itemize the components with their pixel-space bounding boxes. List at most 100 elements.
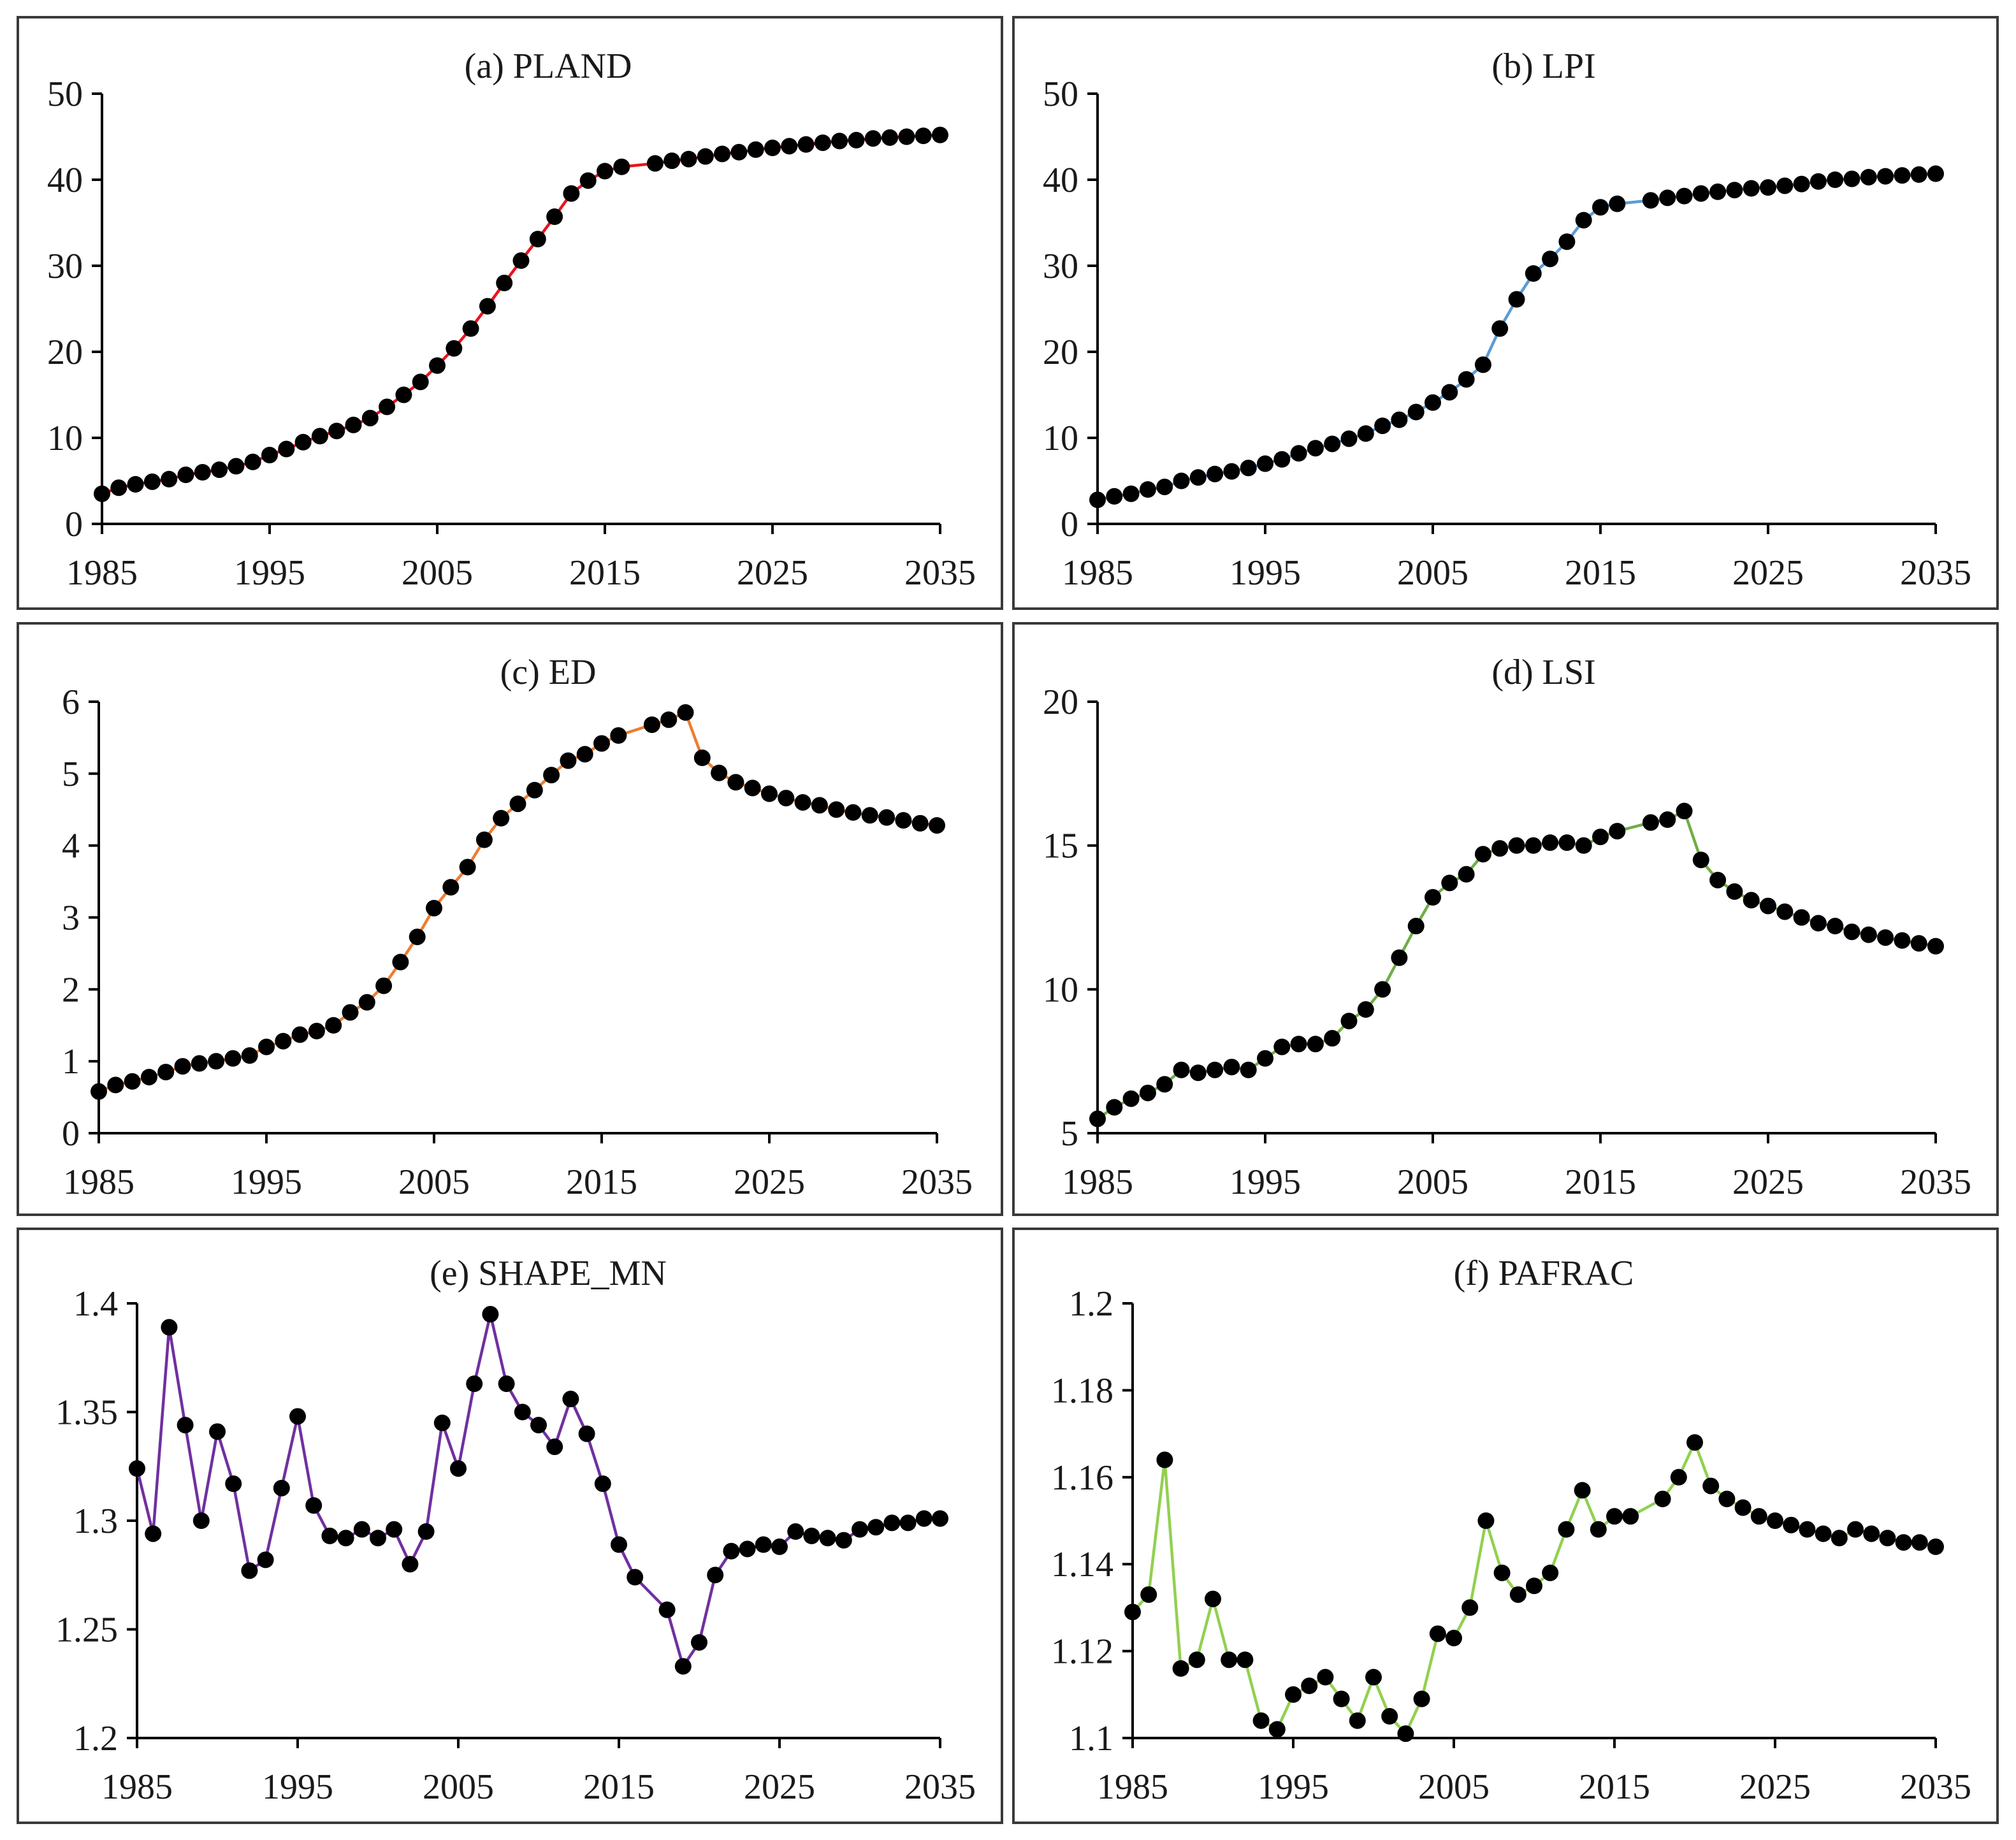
data-point <box>529 231 546 248</box>
data-point <box>392 953 409 971</box>
data-point <box>1205 1590 1221 1607</box>
data-point <box>1441 874 1458 892</box>
data-point <box>1879 1530 1896 1547</box>
data-point <box>294 433 312 451</box>
x-tick-label: 2015 <box>566 1163 637 1202</box>
data-point <box>1692 851 1709 869</box>
data-point <box>852 1521 868 1538</box>
data-point <box>1333 1690 1350 1707</box>
x-tick-label: 2025 <box>734 1163 805 1202</box>
data-point <box>328 423 345 440</box>
data-point <box>771 1538 788 1555</box>
data-point <box>1173 472 1190 489</box>
data-point <box>124 1073 141 1090</box>
data-point <box>475 831 493 848</box>
data-point <box>1793 909 1810 926</box>
data-point <box>594 1475 611 1493</box>
data-point <box>345 416 362 433</box>
data-point <box>1860 926 1877 943</box>
data-point <box>835 1532 852 1549</box>
data-point <box>412 373 429 391</box>
y-tick-label: 1.12 <box>1051 1632 1113 1672</box>
data-point <box>1659 811 1676 829</box>
data-point <box>714 145 731 163</box>
x-tick-label: 1985 <box>66 553 138 593</box>
data-point <box>1809 173 1827 190</box>
data-point <box>781 138 798 155</box>
data-point <box>831 133 848 150</box>
data-point <box>1189 469 1207 486</box>
data-point <box>778 790 795 807</box>
data-point <box>576 746 593 763</box>
data-point <box>1542 250 1559 268</box>
panel-ed: (c) ED 0 1 2 3 4 5 6 1985 1995 2005 2015 2025 2035 <box>17 622 1003 1216</box>
x-tick-label: 2035 <box>901 1163 973 1202</box>
data-point <box>1760 897 1776 915</box>
data-point <box>764 140 781 157</box>
data-point <box>530 1416 547 1433</box>
x-tick-label: 1995 <box>262 1767 333 1807</box>
chart-title: (e) SHAPE_MN <box>430 1254 667 1293</box>
data-point <box>1301 1677 1318 1695</box>
x-tick-label: 2005 <box>1418 1767 1490 1807</box>
data-point <box>509 795 526 813</box>
data-point <box>1340 1012 1358 1029</box>
data-point <box>1397 1725 1414 1742</box>
data-point <box>258 1038 275 1055</box>
data-point <box>610 727 627 744</box>
data-point <box>1709 871 1727 888</box>
data-point <box>1622 1508 1639 1525</box>
data-point <box>787 1523 804 1540</box>
data-point <box>91 1083 107 1100</box>
y-tick-label: 15 <box>1043 827 1078 866</box>
data-point <box>664 152 681 170</box>
data-point <box>674 1658 692 1675</box>
data-point <box>794 793 811 811</box>
data-point <box>895 812 912 829</box>
data-point <box>1240 460 1257 477</box>
data-point <box>811 797 828 814</box>
data-point <box>1491 320 1509 337</box>
data-point <box>1542 834 1559 851</box>
x-tick-label: 1995 <box>1258 1767 1329 1807</box>
data-point <box>1525 837 1542 854</box>
data-point <box>819 1530 836 1547</box>
data-point <box>375 977 393 994</box>
data-point <box>1236 1651 1254 1669</box>
data-point <box>321 1527 338 1544</box>
data-point <box>275 1032 292 1050</box>
data-point <box>273 1479 290 1496</box>
data-point <box>426 899 442 916</box>
x-tick-label: 2015 <box>1565 553 1636 593</box>
data-point <box>129 1460 145 1477</box>
x-tick-label: 1995 <box>231 1163 302 1202</box>
data-point <box>1799 1521 1816 1538</box>
data-point <box>1726 883 1743 900</box>
y-tick-label: 10 <box>1043 419 1078 458</box>
data-point <box>627 1568 644 1586</box>
data-point <box>707 1567 724 1584</box>
data-point <box>1106 488 1123 505</box>
chart-title: (f) PAFRAC <box>1454 1254 1634 1293</box>
data-point <box>1307 1036 1324 1053</box>
y-tick-label: 1.14 <box>1051 1545 1113 1584</box>
y-tick-label: 0 <box>65 505 83 544</box>
data-point <box>479 298 496 315</box>
data-point <box>1558 834 1576 851</box>
data-point <box>543 767 560 784</box>
data-point <box>1268 1721 1286 1738</box>
data-point <box>1285 1686 1302 1703</box>
panel-frame <box>1012 1228 1999 1824</box>
x-tick-label: 2005 <box>398 1163 470 1202</box>
x-tick-label: 2005 <box>1397 1163 1468 1202</box>
data-point <box>915 1510 932 1527</box>
data-point <box>1441 384 1458 401</box>
data-point <box>143 473 161 490</box>
data-point <box>1273 451 1291 468</box>
data-point <box>747 141 764 158</box>
data-point <box>311 428 328 445</box>
data-point <box>1122 485 1140 502</box>
data-point <box>1324 435 1341 453</box>
x-tick-label: 2025 <box>1732 1163 1804 1202</box>
data-point <box>1156 1451 1173 1468</box>
